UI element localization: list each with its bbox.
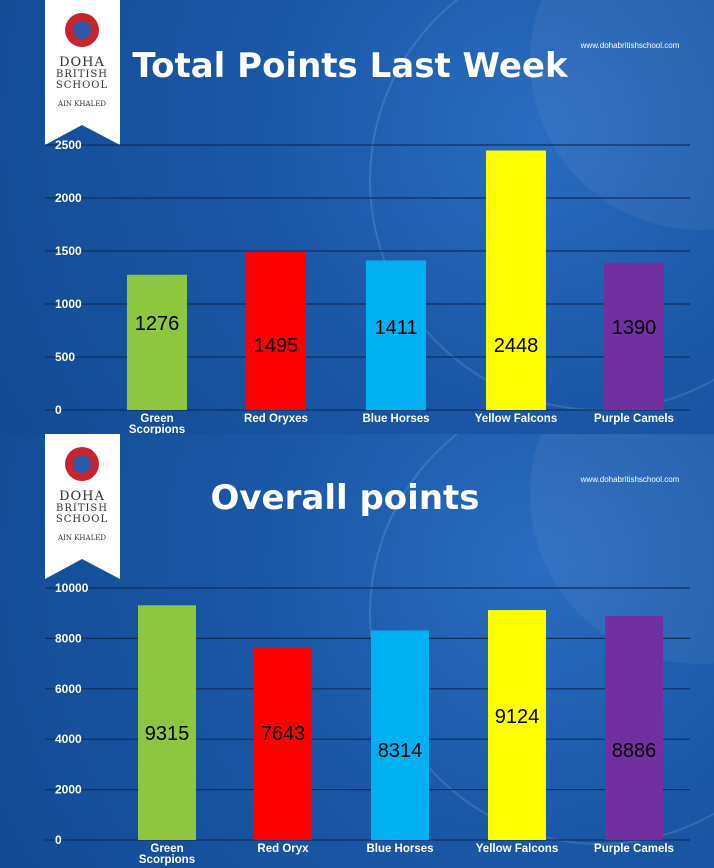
logo-emblem bbox=[73, 21, 91, 39]
y-tick-label: 2000 bbox=[55, 783, 82, 797]
x-tick-label: Blue Horses bbox=[336, 414, 456, 425]
x-tick-label: Green Scorpions bbox=[137, 844, 197, 866]
website: www.dohabritishschool.com bbox=[580, 41, 680, 50]
y-tick-label: 0 bbox=[55, 833, 62, 847]
x-tick-label: Purple Camels bbox=[574, 844, 694, 855]
value-label: 2448 bbox=[494, 335, 539, 357]
value-label: 1276 bbox=[135, 313, 180, 335]
logo-text: DOHA bbox=[59, 489, 105, 504]
logo-text: DOHA bbox=[59, 55, 105, 70]
y-tick-label: 2000 bbox=[55, 191, 82, 205]
website: www.dohabritishschool.com bbox=[580, 475, 680, 484]
bar bbox=[246, 252, 306, 410]
logo-subtitle: AIN KHALED bbox=[57, 100, 106, 108]
value-label: 8886 bbox=[612, 740, 657, 762]
x-tick-label: Red Oryxes bbox=[216, 414, 336, 425]
bar bbox=[605, 616, 663, 840]
logo-text: SCHOOL bbox=[56, 514, 108, 525]
value-label: 1390 bbox=[612, 317, 657, 339]
x-tick-label: Yellow Falcons bbox=[456, 414, 576, 425]
bar bbox=[371, 630, 429, 840]
y-tick-label: 500 bbox=[55, 350, 75, 364]
value-label: 9315 bbox=[145, 723, 190, 745]
chart-title: Overall points bbox=[210, 478, 479, 518]
x-tick-label: Yellow Falcons bbox=[457, 844, 577, 855]
logo-text: SCHOOL bbox=[56, 80, 108, 91]
y-tick-label: 1500 bbox=[55, 244, 82, 258]
x-tick-label: Green Scorpions bbox=[127, 414, 187, 434]
bar bbox=[127, 275, 187, 410]
bg-circle bbox=[530, 0, 714, 230]
logo-text: BRITISH bbox=[56, 503, 108, 514]
x-tick-label: Blue Horses bbox=[340, 844, 460, 855]
value-label: 9124 bbox=[495, 706, 540, 728]
x-tick-label: Red Oryx bbox=[223, 844, 343, 855]
x-tick-label: Purple Camels bbox=[574, 414, 694, 425]
value-label: 1495 bbox=[254, 335, 299, 357]
y-tick-label: 1000 bbox=[55, 297, 82, 311]
value-label: 1411 bbox=[374, 317, 417, 339]
bar bbox=[486, 151, 546, 410]
y-tick-label: 8000 bbox=[55, 631, 82, 645]
chart-title: Total Points Last Week bbox=[132, 46, 569, 86]
y-tick-label: 2500 bbox=[55, 138, 82, 152]
logo-text: BRITISH bbox=[56, 69, 108, 80]
page: DOHABRITISHSCHOOLAIN KHALEDwww.dohabriti… bbox=[0, 0, 714, 868]
logo-subtitle: AIN KHALED bbox=[57, 534, 106, 542]
value-label: 8314 bbox=[378, 740, 423, 762]
y-tick-label: 4000 bbox=[55, 732, 82, 746]
y-tick-label: 6000 bbox=[55, 682, 82, 696]
y-tick-label: 0 bbox=[55, 403, 62, 417]
logo-emblem bbox=[73, 455, 91, 473]
value-label: 7643 bbox=[261, 723, 306, 745]
y-tick-label: 10000 bbox=[55, 581, 89, 595]
